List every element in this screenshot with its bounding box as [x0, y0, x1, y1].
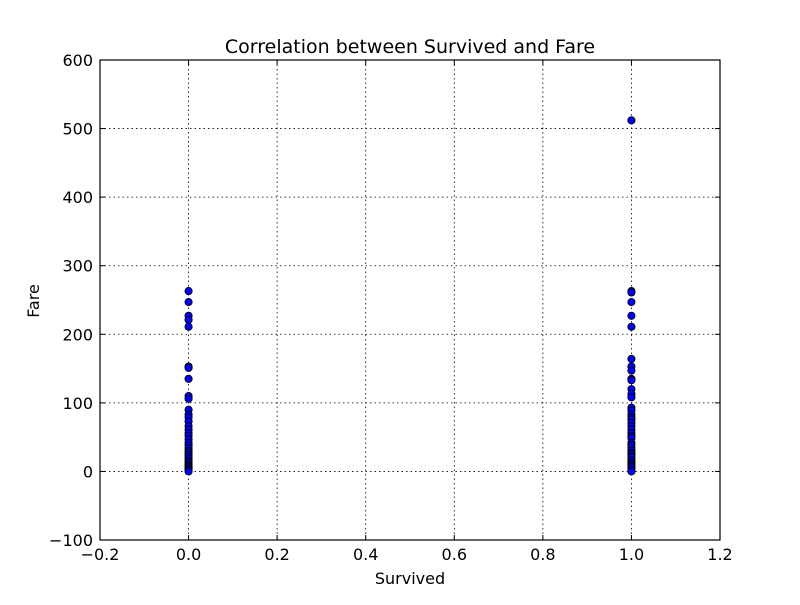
y-axis-label: Fare: [24, 284, 43, 318]
chart-title: Correlation between Survived and Fare: [225, 36, 595, 58]
y-tick-label: 500: [62, 120, 93, 139]
scatter-point: [184, 374, 193, 383]
plot-frame: [99, 59, 721, 541]
y-tick-label: 400: [62, 188, 93, 207]
x-tick-label: 1.2: [707, 545, 732, 564]
x-tick-label: 0.2: [264, 545, 289, 564]
x-tick-label: 0.6: [442, 545, 467, 564]
x-axis-label: Survived: [375, 569, 445, 588]
scatter-point: [627, 288, 636, 297]
scatter-point: [184, 394, 193, 403]
grid-lines: [99, 59, 721, 541]
scatter-point: [184, 298, 193, 307]
x-tick-label: 0.8: [530, 545, 555, 564]
x-tick-label: 1.0: [619, 545, 644, 564]
data-points: [184, 116, 636, 476]
axis-ticks: [99, 59, 721, 541]
x-tick-label: −0.2: [81, 545, 120, 564]
scatter-point: [627, 311, 636, 320]
scatter-point: [184, 315, 193, 324]
scatter-point: [627, 393, 636, 402]
y-tick-label: 0: [83, 462, 93, 481]
y-tick-label: −100: [49, 531, 93, 550]
scatter-point: [184, 363, 193, 372]
scatter-point: [627, 322, 636, 331]
y-tick-label: 300: [62, 257, 93, 276]
scatter-point: [627, 467, 636, 476]
scatter-point: [627, 116, 636, 125]
scatter-point: [184, 287, 193, 296]
x-tick-label: 0.0: [176, 545, 201, 564]
scatter-point: [627, 354, 636, 364]
y-tick-label: 100: [62, 394, 93, 413]
scatter-point: [184, 467, 193, 476]
scatter-point: [627, 366, 636, 375]
scatter-point: [627, 298, 636, 307]
tick-labels: −0.2 0.0 0.2 0.4 0.6 0.8 1.0 1.2 −100 0 100 200 300 4…: [49, 51, 733, 564]
scatter-point: [184, 322, 193, 331]
x-tick-label: 0.4: [353, 545, 378, 564]
scatter-point: [627, 376, 636, 385]
y-tick-label: 600: [62, 51, 93, 70]
y-tick-label: 200: [62, 325, 93, 344]
